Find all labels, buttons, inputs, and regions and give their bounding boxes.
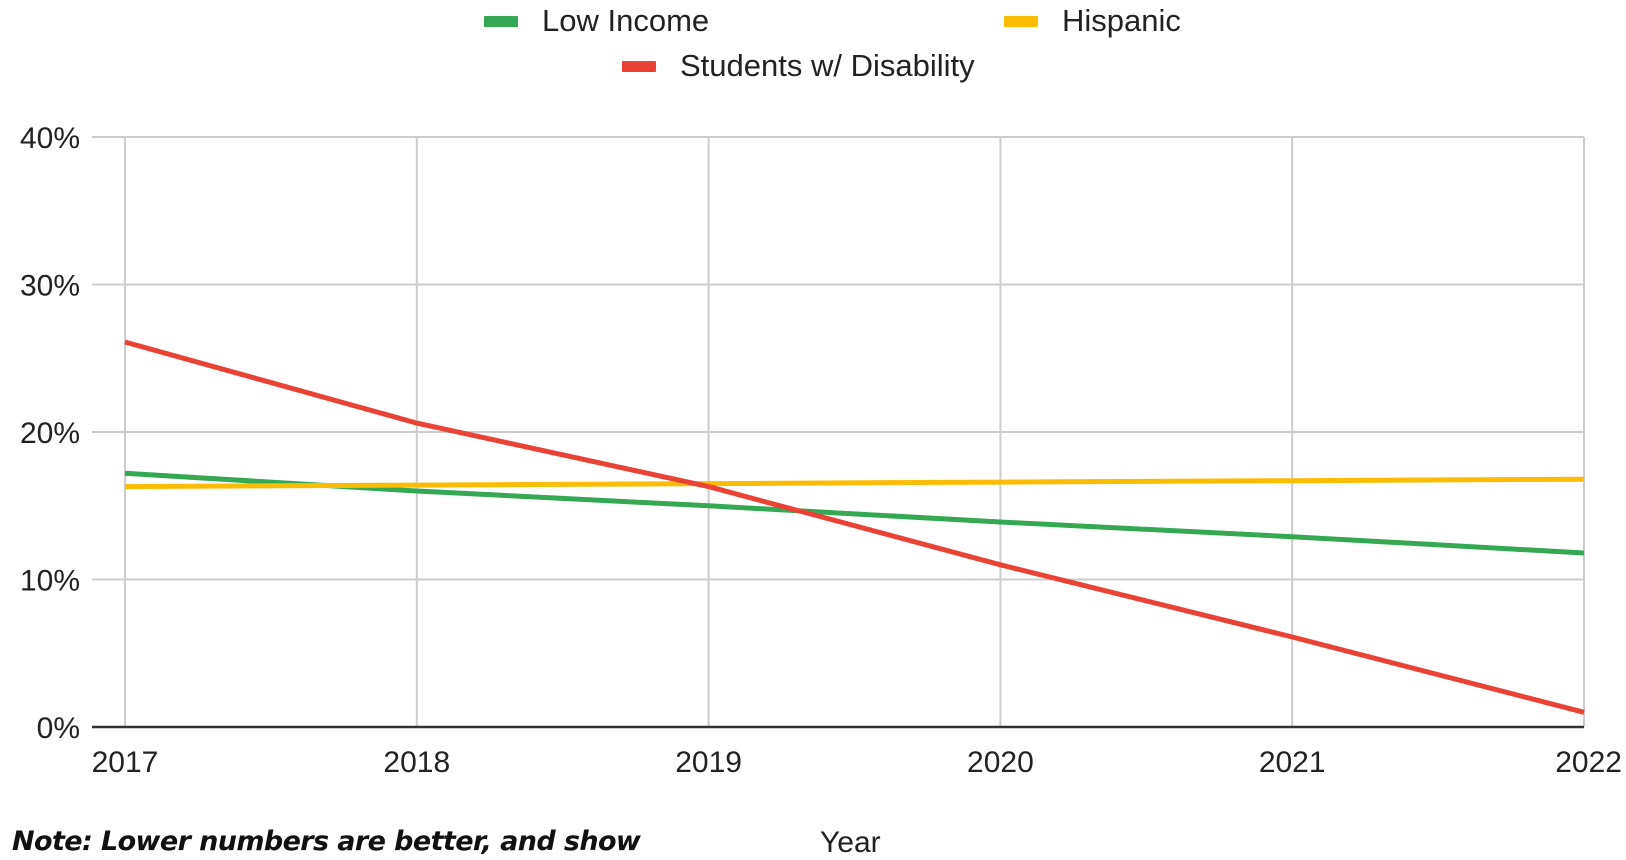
legend-item-hispanic: Hispanic xyxy=(1004,3,1181,39)
x-tick-label-0: 2017 xyxy=(92,746,159,779)
y-tick-label-0: 0% xyxy=(37,712,80,745)
legend-item-low-income: Low Income xyxy=(484,3,709,39)
x-axis-title: Year xyxy=(820,826,881,859)
x-tick-label-1: 2018 xyxy=(383,746,450,779)
legend-item-students-w-disability: Students w/ Disability xyxy=(622,48,975,84)
legend-swatch-students-w-disability xyxy=(622,60,656,72)
y-tick-label-2: 20% xyxy=(20,417,80,450)
series-line-hispanic xyxy=(124,476,1585,490)
y-tick-label-3: 30% xyxy=(20,270,80,303)
legend-label-hispanic: Hispanic xyxy=(1062,3,1181,38)
legend-swatch-low-income xyxy=(484,15,518,27)
x-tick-label-2: 2019 xyxy=(675,746,742,779)
legend-label-students-w-disability: Students w/ Disability xyxy=(680,48,975,83)
x-tick-label-5: 2022 xyxy=(1555,746,1622,779)
x-tick-label-3: 2020 xyxy=(967,746,1034,779)
x-tick-label-4: 2021 xyxy=(1259,746,1326,779)
chart-note: Note: Lower numbers are better, and show xyxy=(12,826,641,857)
legend-label-low-income: Low Income xyxy=(542,3,710,38)
series-line-low-income xyxy=(124,470,1585,556)
y-tick-label-4: 40% xyxy=(20,122,80,155)
series-line-students-w-disability xyxy=(124,339,1585,715)
legend-swatch-hispanic xyxy=(1004,15,1038,27)
y-tick-label-1: 10% xyxy=(20,565,80,598)
